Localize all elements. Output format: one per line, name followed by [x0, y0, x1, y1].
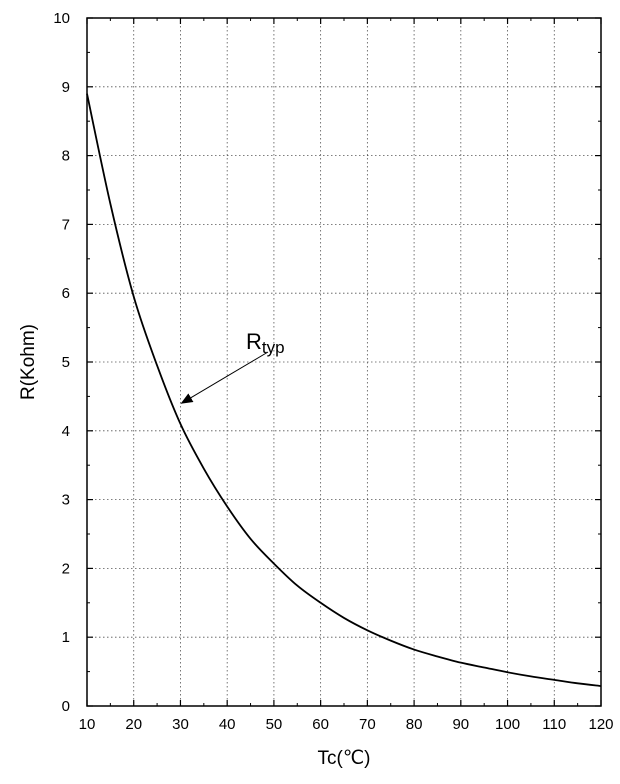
y-tick-label: 5 — [62, 354, 70, 371]
x-tick-label: 30 — [172, 716, 189, 733]
x-tick-label: 100 — [495, 716, 520, 733]
ticks — [86, 17, 602, 707]
y-tick-label: 10 — [53, 10, 70, 27]
y-tick-label: 9 — [62, 79, 70, 96]
annotation-label-sub: typ — [262, 338, 285, 357]
x-tick-label: 110 — [542, 716, 566, 733]
grid — [87, 18, 601, 706]
y-tick-label: 1 — [62, 629, 70, 646]
y-tick-label: 0 — [62, 698, 70, 715]
y-tick-label: 7 — [62, 216, 70, 233]
x-tick-label: 80 — [406, 716, 423, 733]
y-tick-label: 4 — [62, 423, 70, 440]
annotation-arrow — [180, 351, 269, 404]
y-tick-label: 8 — [62, 148, 70, 165]
x-tick-label: 70 — [359, 716, 376, 733]
x-tick-label: 20 — [125, 716, 142, 733]
y-tick-labels: 0 1 2 3 4 5 6 7 8 9 10 — [53, 10, 70, 715]
x-tick-label: 10 — [79, 716, 96, 733]
y-axis-title: R(Kohm) — [18, 324, 39, 400]
x-tick-label: 40 — [219, 716, 236, 733]
y-tick-label: 2 — [62, 560, 70, 577]
annotation-label: Rtyp — [246, 329, 285, 357]
x-tick-label: 60 — [312, 716, 329, 733]
series-line-rtyp — [86, 93, 602, 687]
x-tick-labels: 10 20 30 40 50 60 70 80 90 100 110 120 — [79, 716, 614, 733]
x-tick-label: 50 — [266, 716, 283, 733]
annotation-label-main: R — [246, 329, 262, 354]
x-tick-label: 120 — [588, 716, 613, 733]
rtyp-annotation: Rtyp — [180, 329, 285, 404]
y-tick-label: 3 — [62, 492, 70, 509]
y-tick-label: 6 — [62, 285, 70, 302]
x-tick-label: 90 — [452, 716, 469, 733]
x-axis-title: Tc(℃) — [318, 748, 371, 769]
curve-layer — [86, 93, 602, 687]
